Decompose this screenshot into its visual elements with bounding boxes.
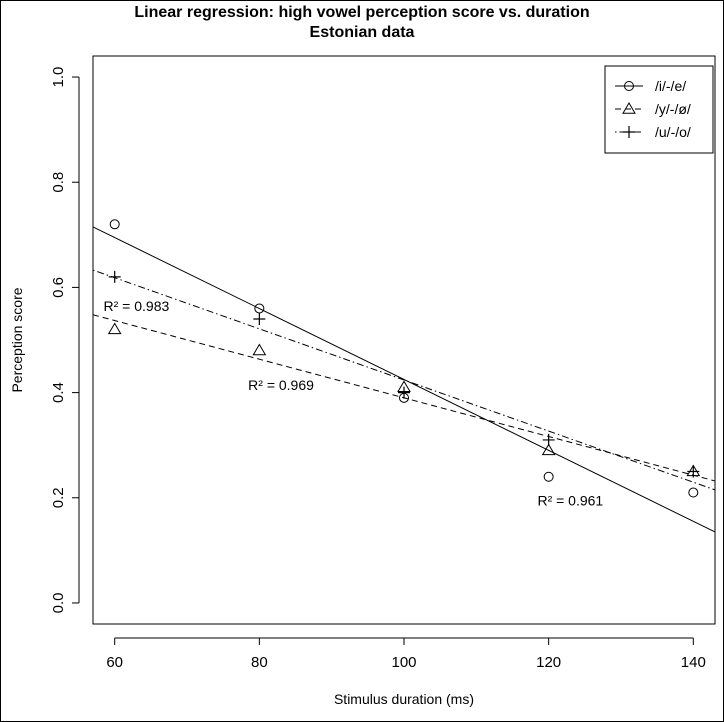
point-series-3 xyxy=(108,270,121,283)
legend-box xyxy=(604,65,714,154)
point-series-1 xyxy=(254,303,265,314)
point-series-3 xyxy=(542,433,555,446)
x-axis-label: Stimulus duration (ms) xyxy=(334,691,474,707)
legend-label: /u/-/o/ xyxy=(655,124,691,140)
x-tick-label: 60 xyxy=(106,654,123,671)
y-tick-label: 1.0 xyxy=(50,67,67,88)
x-tick-label: 100 xyxy=(391,654,416,671)
legend-label: /i/-/e/ xyxy=(655,78,686,94)
plot-area-border xyxy=(92,55,716,625)
x-tick-label: 80 xyxy=(251,654,268,671)
x-tick-label: 140 xyxy=(681,654,706,671)
x-tick-label: 120 xyxy=(536,654,561,671)
r-squared-annotation: R² = 0.969 xyxy=(248,377,314,393)
y-axis-label: Perception score xyxy=(9,287,25,392)
chart-title-line-2: Estonian data xyxy=(309,24,415,41)
y-tick-label: 0.6 xyxy=(50,277,67,298)
point-series-2 xyxy=(541,443,556,456)
fit-line-series-3 xyxy=(92,269,716,491)
point-series-2 xyxy=(252,343,267,356)
r-squared-annotation: R² = 0.983 xyxy=(104,298,170,314)
y-tick-label: 0.4 xyxy=(50,382,67,403)
legend-marker-series-2 xyxy=(622,102,636,114)
legend-label: /y/-/ø/ xyxy=(655,101,691,117)
y-tick-label: 0.8 xyxy=(50,172,67,193)
y-tick-label: 0.2 xyxy=(50,487,67,508)
legend-marker-series-1 xyxy=(624,81,634,91)
point-series-3 xyxy=(253,312,266,325)
point-series-1 xyxy=(543,471,554,482)
r-squared-annotation: R² = 0.961 xyxy=(537,493,603,509)
y-tick-label: 0.0 xyxy=(50,593,67,614)
point-series-2 xyxy=(107,322,122,335)
legend-marker-series-3 xyxy=(623,126,635,138)
point-series-1 xyxy=(688,487,699,498)
point-series-3 xyxy=(687,465,700,478)
point-series-1 xyxy=(109,219,120,230)
chart-title-line-1: Linear regression: high vowel perception… xyxy=(134,4,590,21)
point-series-3 xyxy=(398,386,410,399)
